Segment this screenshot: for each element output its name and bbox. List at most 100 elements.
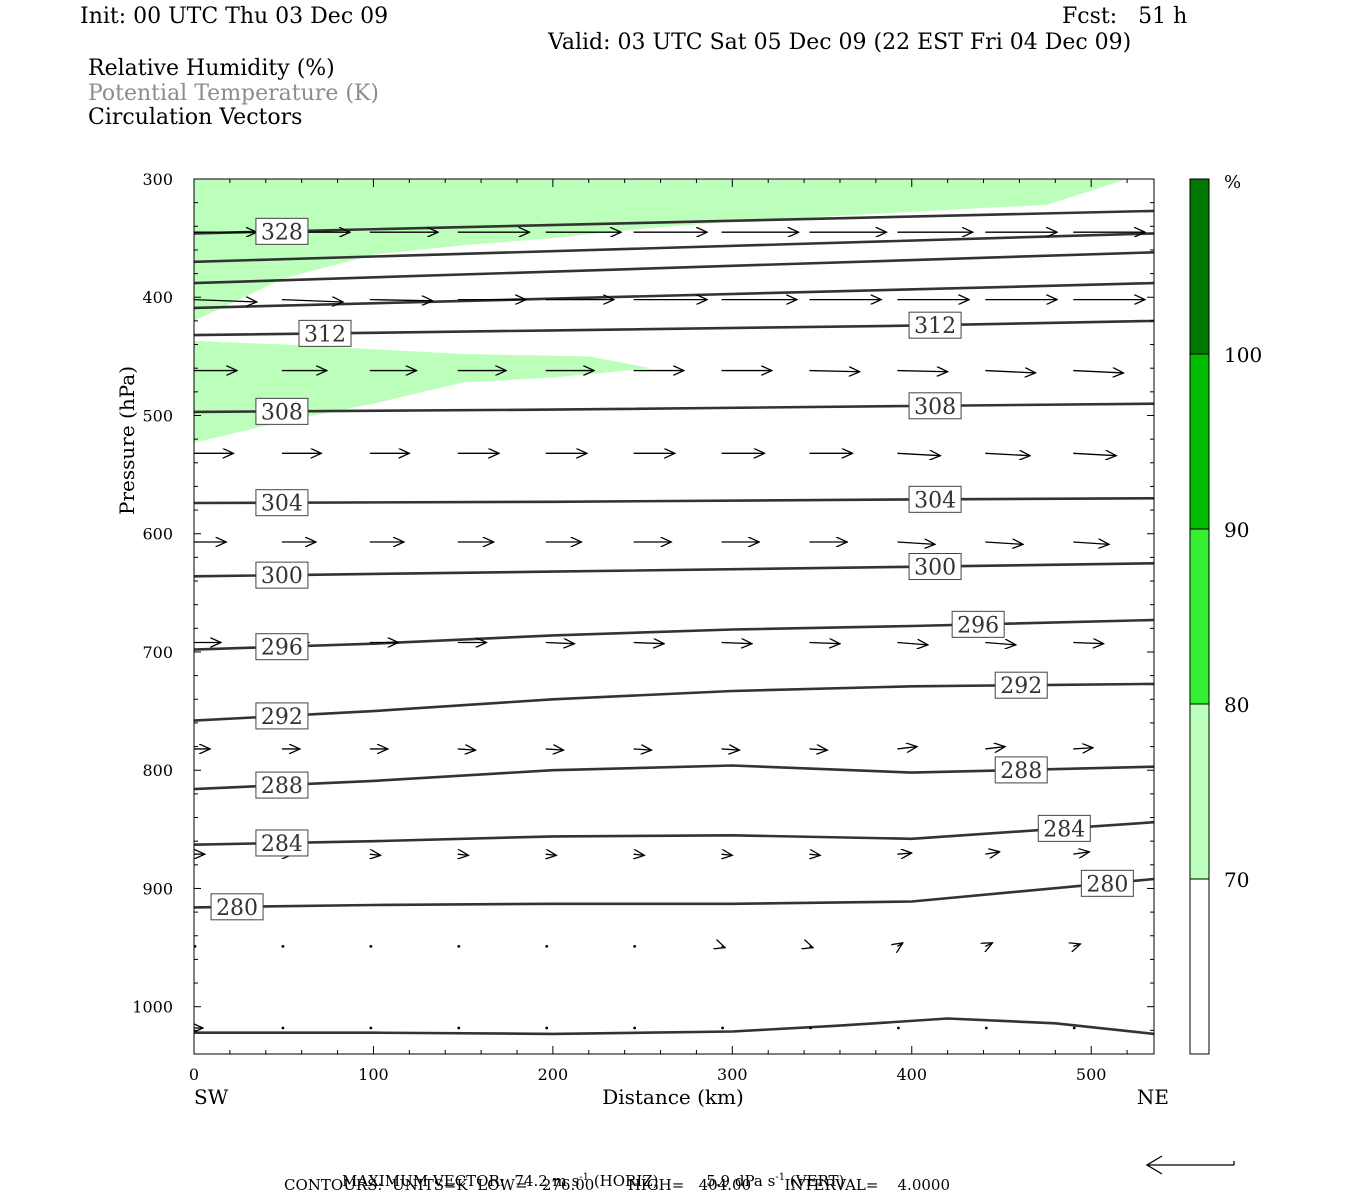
- init-time: Init: 00 UTC Thu 03 Dec 09: [80, 4, 389, 29]
- contour-label-text: 300: [914, 555, 956, 580]
- theta-contour-300: [194, 562, 1154, 578]
- vector-r9-c6: [633, 944, 637, 948]
- vector-r9-c2: [281, 944, 285, 948]
- contour-label-284: 284: [1037, 814, 1091, 842]
- legend-circulation-vectors: Circulation Vectors: [88, 105, 303, 130]
- vert-value: 5.9: [706, 1172, 731, 1190]
- vector-r8-c7: [722, 854, 733, 855]
- vert-units: dPa s: [734, 1172, 776, 1190]
- y-axis-title: Pressure (hPa): [115, 366, 139, 515]
- colorbar-label: 70: [1224, 868, 1249, 892]
- vector-r10-c2: [281, 1026, 285, 1030]
- vector-r9-c10: [985, 943, 992, 947]
- vector-r6-c11: [1073, 643, 1104, 644]
- vector-r7-c4: [457, 749, 476, 750]
- vector-r10-c4: [457, 1026, 461, 1030]
- contour-label-text: 308: [261, 400, 303, 425]
- vector-r9-c3: [369, 944, 373, 948]
- theta-contour-292: [194, 682, 1154, 722]
- contour-label-288: 288: [994, 756, 1048, 784]
- contour-label-308: 308: [255, 397, 309, 425]
- contour-label-280: 280: [1080, 869, 1134, 897]
- colorbar-label: 90: [1224, 518, 1249, 542]
- vector-r7-c5: [545, 749, 564, 750]
- x-tick-label: 0: [189, 1065, 199, 1084]
- vector-r7-c7: [721, 749, 740, 750]
- contour-label-text: 288: [261, 774, 303, 799]
- theta-contour-312: [194, 319, 1154, 337]
- vector-r7-c9: [897, 747, 917, 749]
- x-tick-label: 400: [896, 1065, 927, 1084]
- contour-label-text: 280: [1086, 872, 1128, 897]
- contour-label-text: 312: [304, 322, 346, 347]
- forecast-hour: Fcst: 51 h: [1062, 4, 1188, 29]
- contour-label-292: 292: [994, 671, 1048, 699]
- contour-label-328: 328: [255, 217, 309, 245]
- vector-r3-c9: [897, 371, 947, 372]
- contour-label-text: 292: [261, 705, 303, 730]
- colorbar-segment-3: [1190, 529, 1209, 704]
- vector-r8-c6: [634, 854, 645, 855]
- contour-label-text: 296: [261, 636, 303, 661]
- contour-label-292: 292: [255, 702, 309, 730]
- y-tick-label: 500: [142, 406, 173, 425]
- contour-label-304: 304: [255, 489, 309, 517]
- theta-contour-284: [194, 820, 1154, 846]
- vector-r6-c7: [721, 643, 753, 644]
- y-tick-label: 300: [142, 170, 173, 189]
- colorbar-segment-4: [1190, 354, 1209, 529]
- colorbar-label: 80: [1224, 693, 1249, 717]
- vector-r6-c8: [809, 643, 840, 644]
- contour-label-text: 284: [261, 832, 303, 857]
- y-tick-label: 800: [142, 761, 173, 780]
- legend-potential-temperature: Potential Temperature (K): [88, 81, 379, 106]
- colorbar-label: 100: [1224, 343, 1262, 367]
- contour-label-304: 304: [908, 485, 962, 513]
- contour-label-text: 304: [914, 488, 956, 513]
- horiz-units: m s: [552, 1172, 580, 1190]
- x-tick-label: 300: [717, 1065, 748, 1084]
- contour-label-312: 312: [908, 311, 962, 339]
- contour-label-text: 284: [1043, 817, 1085, 842]
- vector-r2-c2: [281, 300, 343, 302]
- colorbar-segment-5: [1190, 179, 1209, 354]
- vector-r3-c10: [985, 371, 1035, 373]
- theta-contour-276: [194, 1017, 1154, 1036]
- horiz-value: 74.2: [514, 1172, 548, 1190]
- contour-label-280: 280: [210, 893, 264, 921]
- colorbar-segment-1: [1190, 879, 1209, 1054]
- y-tick-label: 1000: [132, 998, 173, 1017]
- theta-contour-328: [194, 209, 1154, 235]
- rh-region-2: [194, 340, 652, 443]
- vector-r4-c9: [897, 453, 940, 455]
- vert-exponent: -1: [775, 1172, 786, 1183]
- vector-r10-c11: [1072, 1026, 1076, 1030]
- x-axis-title: Distance (km): [602, 1085, 744, 1109]
- contour-label-300: 300: [255, 561, 309, 589]
- colorbar-frame: [1189, 178, 1210, 1055]
- vector-r8-c8: [809, 854, 820, 855]
- vector-r10-c10: [984, 1026, 988, 1030]
- horiz-exponent: -1: [579, 1172, 590, 1183]
- contour-label-296: 296: [255, 633, 309, 661]
- y-tick-label: 700: [142, 643, 173, 662]
- contour-label-text: 304: [261, 492, 303, 517]
- contour-label-300: 300: [908, 552, 962, 580]
- vector-r6-c6: [633, 643, 665, 644]
- vector-r9-c8: [809, 946, 813, 947]
- contour-label-text: 296: [957, 613, 999, 638]
- vector-r6-c9: [897, 643, 928, 645]
- vector-r8-c3: [370, 854, 381, 855]
- vector-r5-c9: [897, 542, 935, 544]
- vector-r3-c8: [809, 371, 859, 372]
- contours-info: CONTOURS: UNITS=K LOW= 276.00 HIGH= 404.…: [284, 1176, 950, 1194]
- vector-r10-c9: [897, 1026, 900, 1030]
- vector-r8-c5: [546, 854, 557, 855]
- vector-r9-c4: [457, 944, 461, 948]
- theta-contour-304: [194, 497, 1154, 505]
- contour-label-text: 328: [261, 220, 303, 245]
- vert-tag: (VERT): [789, 1172, 845, 1190]
- vector-r9-c7: [722, 946, 726, 947]
- max-vector-label: MAXIMUM VECTOR:: [342, 1172, 505, 1190]
